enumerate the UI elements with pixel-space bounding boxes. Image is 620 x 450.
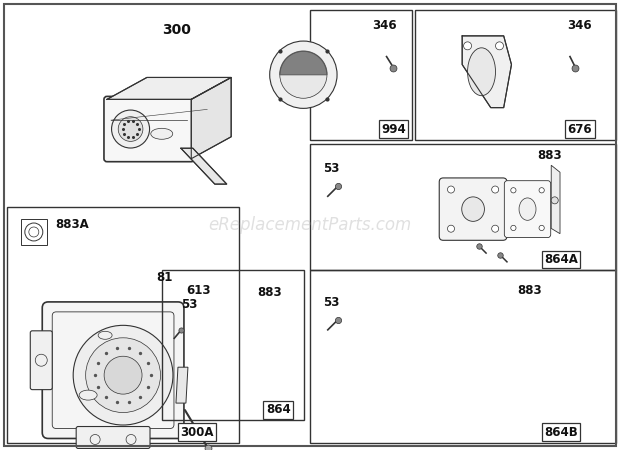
Circle shape xyxy=(539,225,544,230)
Bar xyxy=(310,9,412,140)
FancyBboxPatch shape xyxy=(439,178,507,240)
FancyBboxPatch shape xyxy=(30,331,52,390)
FancyBboxPatch shape xyxy=(504,181,551,238)
Circle shape xyxy=(511,225,516,230)
Polygon shape xyxy=(280,51,327,75)
Ellipse shape xyxy=(519,198,536,220)
Circle shape xyxy=(448,225,454,232)
Text: 883: 883 xyxy=(538,149,562,162)
Text: 346: 346 xyxy=(372,19,397,32)
Circle shape xyxy=(280,51,327,98)
Text: 883A: 883A xyxy=(55,218,89,230)
Circle shape xyxy=(86,338,161,413)
Text: 300: 300 xyxy=(162,23,192,37)
Circle shape xyxy=(495,42,503,50)
FancyBboxPatch shape xyxy=(76,427,150,449)
Bar xyxy=(162,270,304,420)
Text: 883: 883 xyxy=(257,286,282,299)
Text: 994: 994 xyxy=(381,123,406,136)
FancyBboxPatch shape xyxy=(104,96,194,162)
Circle shape xyxy=(551,197,558,204)
Text: 81: 81 xyxy=(156,270,173,284)
Text: 346: 346 xyxy=(567,19,591,32)
Polygon shape xyxy=(181,148,227,184)
Ellipse shape xyxy=(151,128,173,140)
Circle shape xyxy=(73,325,173,425)
Ellipse shape xyxy=(467,48,495,96)
Circle shape xyxy=(492,225,498,232)
Text: eReplacementParts.com: eReplacementParts.com xyxy=(208,216,412,234)
Text: 676: 676 xyxy=(568,123,592,136)
Bar xyxy=(310,270,616,443)
Ellipse shape xyxy=(462,197,484,221)
Circle shape xyxy=(118,117,143,141)
Polygon shape xyxy=(176,367,188,403)
Circle shape xyxy=(511,188,516,193)
Polygon shape xyxy=(107,77,231,99)
Polygon shape xyxy=(462,36,511,108)
Circle shape xyxy=(539,188,544,193)
Text: 53: 53 xyxy=(324,296,340,309)
Circle shape xyxy=(112,110,149,148)
Text: 864B: 864B xyxy=(544,426,578,439)
Polygon shape xyxy=(551,165,560,234)
Circle shape xyxy=(492,186,498,193)
Text: 864: 864 xyxy=(266,403,291,416)
Text: 613: 613 xyxy=(187,284,211,297)
Circle shape xyxy=(448,186,454,193)
Polygon shape xyxy=(191,77,231,159)
Circle shape xyxy=(464,42,472,50)
FancyBboxPatch shape xyxy=(42,302,184,438)
Bar xyxy=(21,219,46,245)
Circle shape xyxy=(104,356,142,394)
Ellipse shape xyxy=(79,390,97,400)
Circle shape xyxy=(270,41,337,108)
Text: 883: 883 xyxy=(517,284,542,297)
Bar xyxy=(415,9,616,140)
Ellipse shape xyxy=(98,331,112,339)
Bar xyxy=(310,144,616,270)
Text: 53: 53 xyxy=(181,298,198,311)
Text: 300A: 300A xyxy=(180,426,214,439)
Text: 53: 53 xyxy=(324,162,340,176)
Bar xyxy=(7,207,239,443)
Text: 864A: 864A xyxy=(544,253,578,266)
